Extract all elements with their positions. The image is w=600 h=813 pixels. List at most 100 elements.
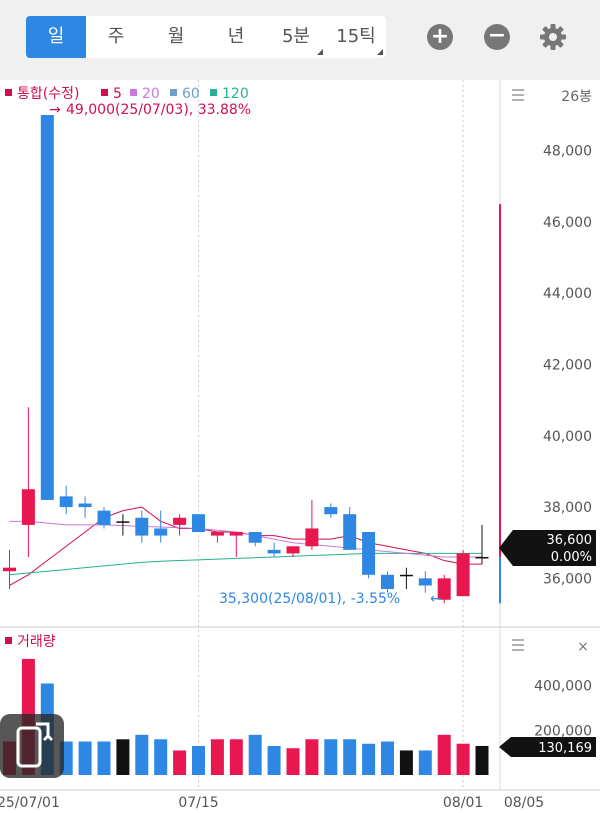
x-tick-label: 07/15	[178, 795, 218, 811]
current-volume: 130,169	[538, 741, 592, 756]
volume-bar	[305, 739, 319, 775]
close-icon[interactable]: ×	[577, 639, 589, 655]
volume-tick-label: 200,000	[534, 723, 592, 739]
volume-bar	[456, 743, 470, 775]
x-tick-label: 08/01	[443, 795, 483, 811]
candle-body	[21, 489, 35, 525]
legend-swatch	[170, 89, 177, 96]
tab-month[interactable]: 월	[167, 26, 185, 47]
candle-body	[381, 574, 394, 590]
candle-body	[267, 549, 281, 554]
tab-year[interactable]: 년	[227, 26, 245, 47]
y-tick-label: 48,000	[543, 144, 592, 160]
period-tabs: 일 주 월 년 5분 15틱	[26, 16, 386, 58]
y-tick-label: 46,000	[543, 215, 592, 231]
gear-icon	[540, 24, 566, 50]
current-volume-tag: 130,169	[499, 737, 596, 757]
arrow-right-icon: →	[49, 102, 61, 118]
price-candles	[3, 115, 501, 604]
ma-line-5	[9, 506, 482, 586]
max-price-label: 49,000(25/07/03), 33.88%	[66, 102, 251, 118]
current-volume-tag-bg	[499, 737, 596, 757]
legend-swatch	[5, 89, 12, 96]
legend-ma5: 5	[113, 86, 122, 102]
candle-body	[456, 553, 470, 597]
candle-body	[192, 514, 205, 533]
zoom-in-button[interactable]: +	[427, 24, 453, 50]
tab-5min[interactable]: 5분	[266, 16, 326, 58]
arrow-left-icon: ←	[430, 591, 442, 607]
volume-panel-menu-button[interactable]	[512, 639, 524, 651]
candle-body	[78, 503, 92, 508]
current-price: 36,600	[547, 533, 593, 548]
candle-body	[286, 546, 300, 554]
current-change: 0.00%	[551, 550, 592, 565]
bar-count-label: 26봉	[561, 89, 592, 105]
dropdown-corner-icon	[317, 49, 323, 55]
legend-swatch	[210, 89, 217, 96]
volume-bar	[248, 734, 262, 775]
max-price-annotation: → 49,000(25/07/03), 33.88%	[49, 102, 251, 118]
y-tick-label: 36,000	[543, 571, 592, 587]
minus-circle-icon: −	[487, 23, 507, 48]
y-tick-label: 44,000	[543, 286, 592, 302]
current-price-tag: 36,600 0.00%	[499, 530, 596, 566]
candle-body	[399, 574, 413, 577]
ma-line-20	[9, 520, 482, 558]
candle-body	[97, 510, 111, 525]
volume-bar	[286, 748, 300, 775]
candle-body	[3, 567, 16, 572]
volume-bar	[192, 745, 205, 775]
min-price-label: 35,300(25/08/01), -3.55%	[219, 591, 400, 607]
candle-body	[154, 528, 168, 536]
x-tick-label: 08/05	[504, 795, 544, 811]
volume-bar	[475, 745, 489, 775]
volume-bar	[362, 743, 376, 775]
candle-body	[418, 578, 432, 586]
volume-title: 거래량	[17, 634, 56, 650]
volume-bar	[97, 741, 111, 775]
candle-body	[324, 507, 338, 515]
volume-bar	[78, 741, 92, 775]
moving-average-lines	[9, 506, 482, 586]
chart-toolbar: 일 주 월 년 5분 15틱 + −	[0, 0, 600, 80]
legend-ma60: 60	[182, 86, 200, 102]
candle-body	[305, 528, 319, 547]
price-panel-menu-button[interactable]	[512, 89, 524, 101]
volume-tick-label: 400,000	[534, 679, 592, 695]
rotate-screen-button[interactable]	[0, 714, 64, 778]
settings-button[interactable]	[538, 22, 568, 52]
screen-rotate-icon	[16, 722, 54, 768]
dropdown-corner-icon	[377, 49, 383, 55]
candle-body	[116, 521, 130, 523]
volume-bar	[173, 750, 187, 775]
legend-swatch	[130, 89, 137, 96]
x-tick-label: 25/07/01	[0, 795, 60, 811]
candle-body	[229, 532, 243, 536]
candle-body	[135, 517, 149, 536]
legend-ma20: 20	[142, 86, 160, 102]
volume-bar	[343, 739, 357, 775]
tab-week[interactable]: 주	[107, 26, 125, 47]
volume-legend-swatch	[5, 637, 12, 644]
legend-main: 통합(수정)	[17, 86, 79, 102]
volume-bar	[210, 739, 224, 775]
chart-grid	[0, 80, 600, 791]
volume-bar	[324, 739, 338, 775]
zoom-out-button[interactable]: −	[484, 24, 510, 50]
volume-bar	[135, 734, 149, 775]
volume-bar	[437, 734, 451, 775]
price-legend: 통합(수정) 5 20 60 120	[5, 86, 249, 102]
candle-body	[40, 115, 54, 500]
candle-body	[437, 578, 451, 600]
chart-axes: 48,000 46,000 44,000 42,000 40,000 38,000 36,0…	[0, 144, 592, 811]
legend-ma120: 120	[222, 86, 249, 102]
hamburger-icon	[512, 89, 524, 101]
volume-bars	[3, 658, 489, 775]
y-tick-label: 38,000	[543, 500, 592, 516]
tab-15tick[interactable]: 15틱	[326, 16, 386, 58]
y-tick-label: 42,000	[543, 358, 592, 374]
tab-day[interactable]: 일	[26, 16, 86, 58]
volume-bar	[267, 745, 281, 775]
